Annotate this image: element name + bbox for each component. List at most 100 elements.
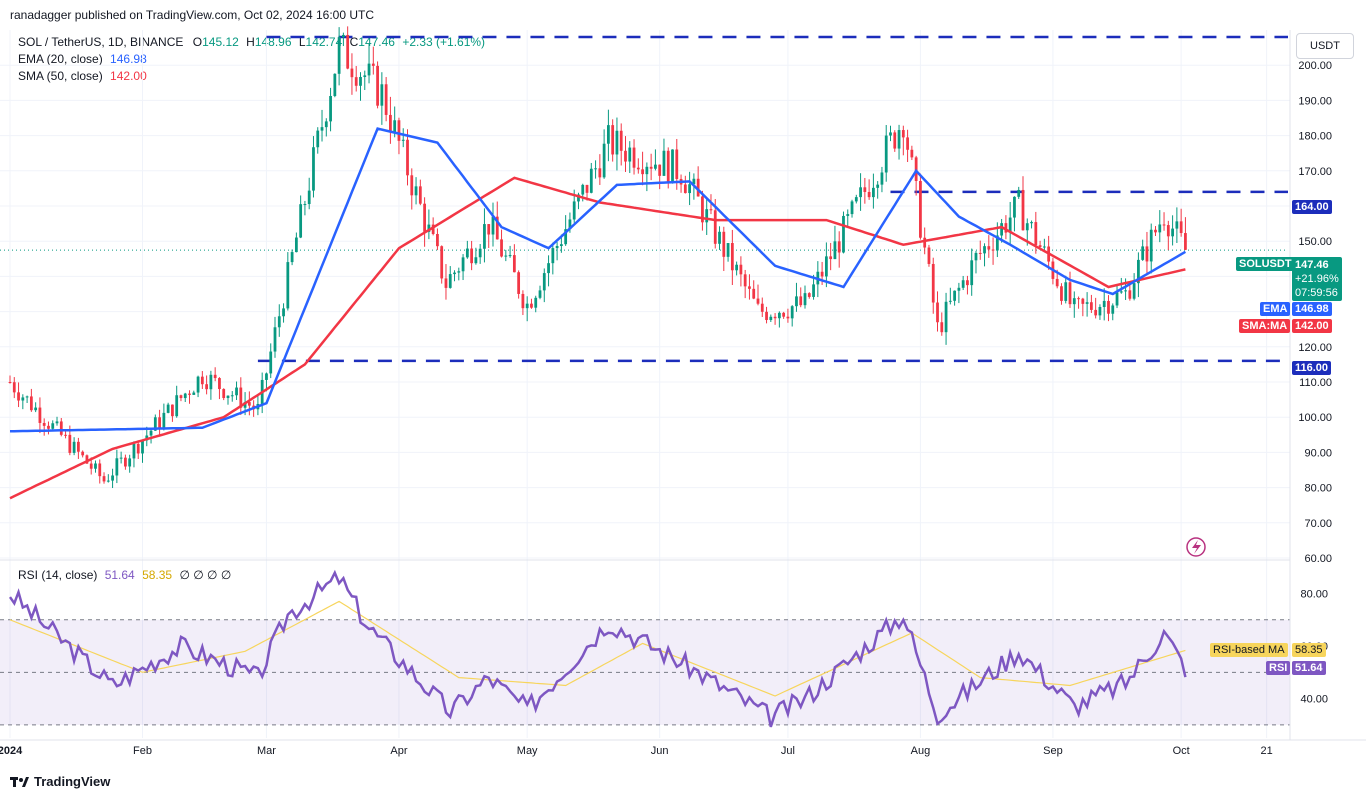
candle-body bbox=[812, 284, 815, 297]
candle-body bbox=[889, 132, 892, 136]
candle-body bbox=[876, 184, 880, 188]
candle-body bbox=[1166, 225, 1170, 237]
candle-body bbox=[654, 164, 657, 169]
candle-body bbox=[1042, 246, 1046, 248]
candle-body bbox=[927, 247, 931, 264]
candle-body bbox=[153, 417, 157, 431]
sma-legend-value: 142.00 bbox=[110, 69, 147, 83]
candle-body bbox=[183, 393, 187, 399]
tradingview-logo[interactable]: TradingView bbox=[10, 774, 110, 789]
tradingview-logo-icon bbox=[10, 776, 29, 787]
horizontal-levels bbox=[0, 35, 1288, 363]
candle-body bbox=[807, 293, 811, 297]
candle-body bbox=[1004, 223, 1008, 233]
rsi-ma-legend-value: 58.35 bbox=[142, 568, 173, 582]
candle-body bbox=[1141, 246, 1145, 260]
price-tick: 110.00 bbox=[1299, 377, 1332, 389]
candle-body bbox=[1077, 298, 1080, 300]
candle-body bbox=[692, 178, 696, 185]
candle-body bbox=[247, 402, 251, 406]
candle-body bbox=[1060, 286, 1063, 301]
time-tick: Oct bbox=[1173, 745, 1190, 757]
candle-body bbox=[1025, 223, 1029, 231]
candle-body bbox=[29, 396, 33, 411]
candle-body bbox=[1034, 222, 1038, 246]
candle-body bbox=[1111, 305, 1115, 314]
candle-body bbox=[555, 246, 559, 249]
lightning-icon[interactable] bbox=[1186, 537, 1206, 557]
candle-body bbox=[534, 297, 538, 308]
candle-body bbox=[752, 288, 756, 299]
candle-body bbox=[726, 243, 730, 257]
candle-body bbox=[987, 246, 991, 250]
candle-body bbox=[89, 463, 93, 469]
candle-body bbox=[188, 393, 191, 395]
candle-body bbox=[277, 316, 281, 328]
candle-body bbox=[42, 422, 46, 426]
candle-body bbox=[602, 143, 606, 178]
candle-body bbox=[1102, 300, 1106, 307]
candle-body bbox=[688, 184, 691, 194]
candle-body bbox=[504, 255, 508, 257]
candle-body bbox=[718, 231, 721, 244]
candle-body bbox=[350, 68, 354, 78]
time-tick: May bbox=[517, 745, 538, 757]
candle-body bbox=[406, 139, 409, 176]
candle-body bbox=[337, 37, 341, 74]
candle-body bbox=[1030, 222, 1033, 224]
candle-body bbox=[17, 392, 20, 401]
candle-body bbox=[290, 252, 294, 263]
candle-body bbox=[850, 201, 854, 215]
candle-body bbox=[512, 255, 516, 273]
candle-body bbox=[307, 190, 311, 205]
candle-body bbox=[936, 302, 939, 323]
time-tick: Jul bbox=[781, 745, 795, 757]
candle-body bbox=[923, 237, 927, 248]
ema-legend[interactable]: EMA (20, close) 146.98 bbox=[18, 52, 147, 66]
candle-body bbox=[427, 224, 431, 232]
candle-body bbox=[598, 168, 602, 178]
rsi-tick: 80.00 bbox=[1300, 589, 1328, 601]
candle-body bbox=[931, 263, 935, 303]
candle-body bbox=[957, 287, 961, 291]
candle-body bbox=[837, 241, 841, 253]
candle-body bbox=[974, 252, 978, 261]
candle-body bbox=[243, 402, 247, 408]
currency-button[interactable]: USDT bbox=[1296, 33, 1354, 59]
candle-body bbox=[34, 407, 38, 411]
candle-body bbox=[286, 262, 290, 309]
candle-body bbox=[367, 63, 371, 76]
candle-body bbox=[380, 84, 384, 106]
candle-body bbox=[859, 187, 862, 198]
rsi-legend[interactable]: RSI (14, close) 51.64 58.35 ∅ ∅ ∅ ∅ bbox=[18, 568, 231, 582]
candle-body bbox=[1175, 221, 1179, 229]
candle-body bbox=[517, 272, 521, 294]
candle-body bbox=[893, 132, 897, 149]
candle-body bbox=[713, 210, 717, 244]
candle-body bbox=[102, 476, 106, 482]
candle-body bbox=[701, 196, 704, 223]
candle-body bbox=[171, 404, 174, 417]
candle-body bbox=[1055, 278, 1059, 287]
candle-body bbox=[645, 166, 649, 175]
candle-body bbox=[196, 376, 200, 393]
candle-body bbox=[175, 395, 179, 417]
sma-legend[interactable]: SMA (50, close) 142.00 bbox=[18, 69, 147, 83]
candle-body bbox=[542, 273, 546, 291]
candle-body bbox=[359, 76, 362, 86]
candle-body bbox=[777, 312, 781, 319]
candle-body bbox=[401, 139, 405, 141]
candle-body bbox=[68, 434, 72, 453]
candle-body bbox=[897, 130, 901, 149]
candle-body bbox=[487, 224, 491, 235]
time-axis[interactable]: 2024 Feb Mar Apr May Jun Jul Aug Sep Oct 21 bbox=[0, 745, 1273, 757]
candle-body bbox=[641, 169, 644, 175]
candle-body bbox=[448, 274, 452, 288]
candle-body bbox=[765, 311, 768, 320]
candle-body bbox=[465, 248, 469, 258]
candle-body bbox=[581, 184, 585, 195]
candle-body bbox=[218, 378, 221, 390]
candle-body bbox=[38, 407, 42, 423]
candle-body bbox=[397, 120, 401, 141]
